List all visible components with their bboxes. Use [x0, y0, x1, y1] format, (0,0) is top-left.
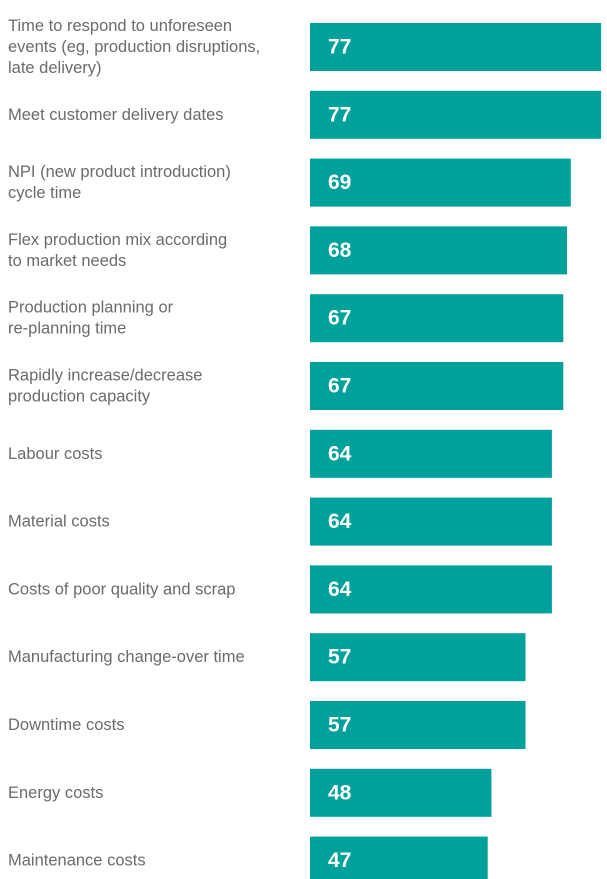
value-label-5: 67: [328, 375, 351, 398]
category-label-line: late delivery): [8, 59, 102, 77]
bar-2: [310, 158, 571, 207]
bar-9: [310, 633, 526, 682]
category-label-line: Manufacturing change-over time: [8, 648, 245, 666]
category-label-line: Labour costs: [8, 445, 102, 463]
value-labels: 77 77 69 68 67 67 64 64 64 57 57 48 47: [328, 36, 352, 873]
value-label-6: 64: [328, 442, 352, 465]
value-label-8: 64: [328, 578, 352, 601]
bar-4: [310, 294, 564, 343]
category-label-line: re-planning time: [8, 320, 126, 338]
category-label-line: Material costs: [8, 513, 110, 531]
category-label-7: Material costs: [8, 513, 110, 531]
category-label-line: to market needs: [8, 252, 126, 270]
category-labels: Time to respond to unforeseen events (eg,…: [8, 17, 260, 870]
bar-11: [310, 768, 492, 817]
category-label-11: Energy costs: [8, 784, 103, 802]
category-label-line: Energy costs: [8, 784, 103, 802]
value-label-2: 69: [328, 171, 351, 194]
category-label-line: Meet customer delivery dates: [8, 106, 224, 124]
category-label-line: Rapidly increase/decrease: [8, 367, 202, 385]
category-label-3: Flex production mix according to market n…: [8, 231, 227, 270]
bars-layer: [310, 23, 602, 879]
value-label-12: 47: [328, 849, 351, 872]
category-label-line: Production planning or: [8, 299, 174, 317]
bar-3: [310, 226, 567, 275]
category-label-2: NPI (new product introduction) cycle time: [8, 163, 231, 202]
category-label-line: production capacity: [8, 388, 151, 406]
category-label-line: Downtime costs: [8, 716, 124, 734]
category-label-9: Manufacturing change-over time: [8, 648, 245, 666]
category-label-line: NPI (new product introduction): [8, 163, 231, 181]
bar-1: [310, 90, 602, 139]
category-label-10: Downtime costs: [8, 716, 124, 734]
value-label-1: 77: [328, 103, 351, 126]
bar-8: [310, 565, 552, 614]
value-label-11: 48: [328, 781, 352, 804]
value-label-0: 77: [328, 36, 351, 59]
category-label-8: Costs of poor quality and scrap: [8, 580, 235, 598]
category-label-line: Flex production mix according: [8, 231, 227, 249]
category-label-line: Costs of poor quality and scrap: [8, 580, 235, 598]
value-label-3: 68: [328, 239, 352, 262]
category-label-line: Time to respond to unforeseen: [8, 17, 232, 35]
category-label-12: Maintenance costs: [8, 852, 146, 870]
bar-5: [310, 362, 564, 410]
value-label-10: 57: [328, 714, 351, 737]
category-label-1: Meet customer delivery dates: [8, 106, 224, 124]
bar-6: [310, 429, 552, 478]
value-label-4: 67: [328, 307, 351, 330]
category-label-line: events (eg, production disruptions,: [8, 38, 260, 56]
category-label-0: Time to respond to unforeseen events (eg,…: [8, 17, 260, 77]
bar-7: [310, 497, 552, 546]
value-label-7: 64: [328, 510, 352, 533]
category-label-6: Labour costs: [8, 445, 102, 463]
bar-10: [310, 701, 526, 749]
value-label-9: 57: [328, 646, 351, 669]
category-label-line: cycle time: [8, 184, 81, 202]
category-label-line: Maintenance costs: [8, 852, 146, 870]
bar-0: [310, 23, 602, 71]
category-label-5: Rapidly increase/decrease production capa…: [8, 367, 202, 406]
bar-12: [310, 836, 488, 879]
category-label-4: Production planning or re-planning time: [8, 299, 174, 338]
